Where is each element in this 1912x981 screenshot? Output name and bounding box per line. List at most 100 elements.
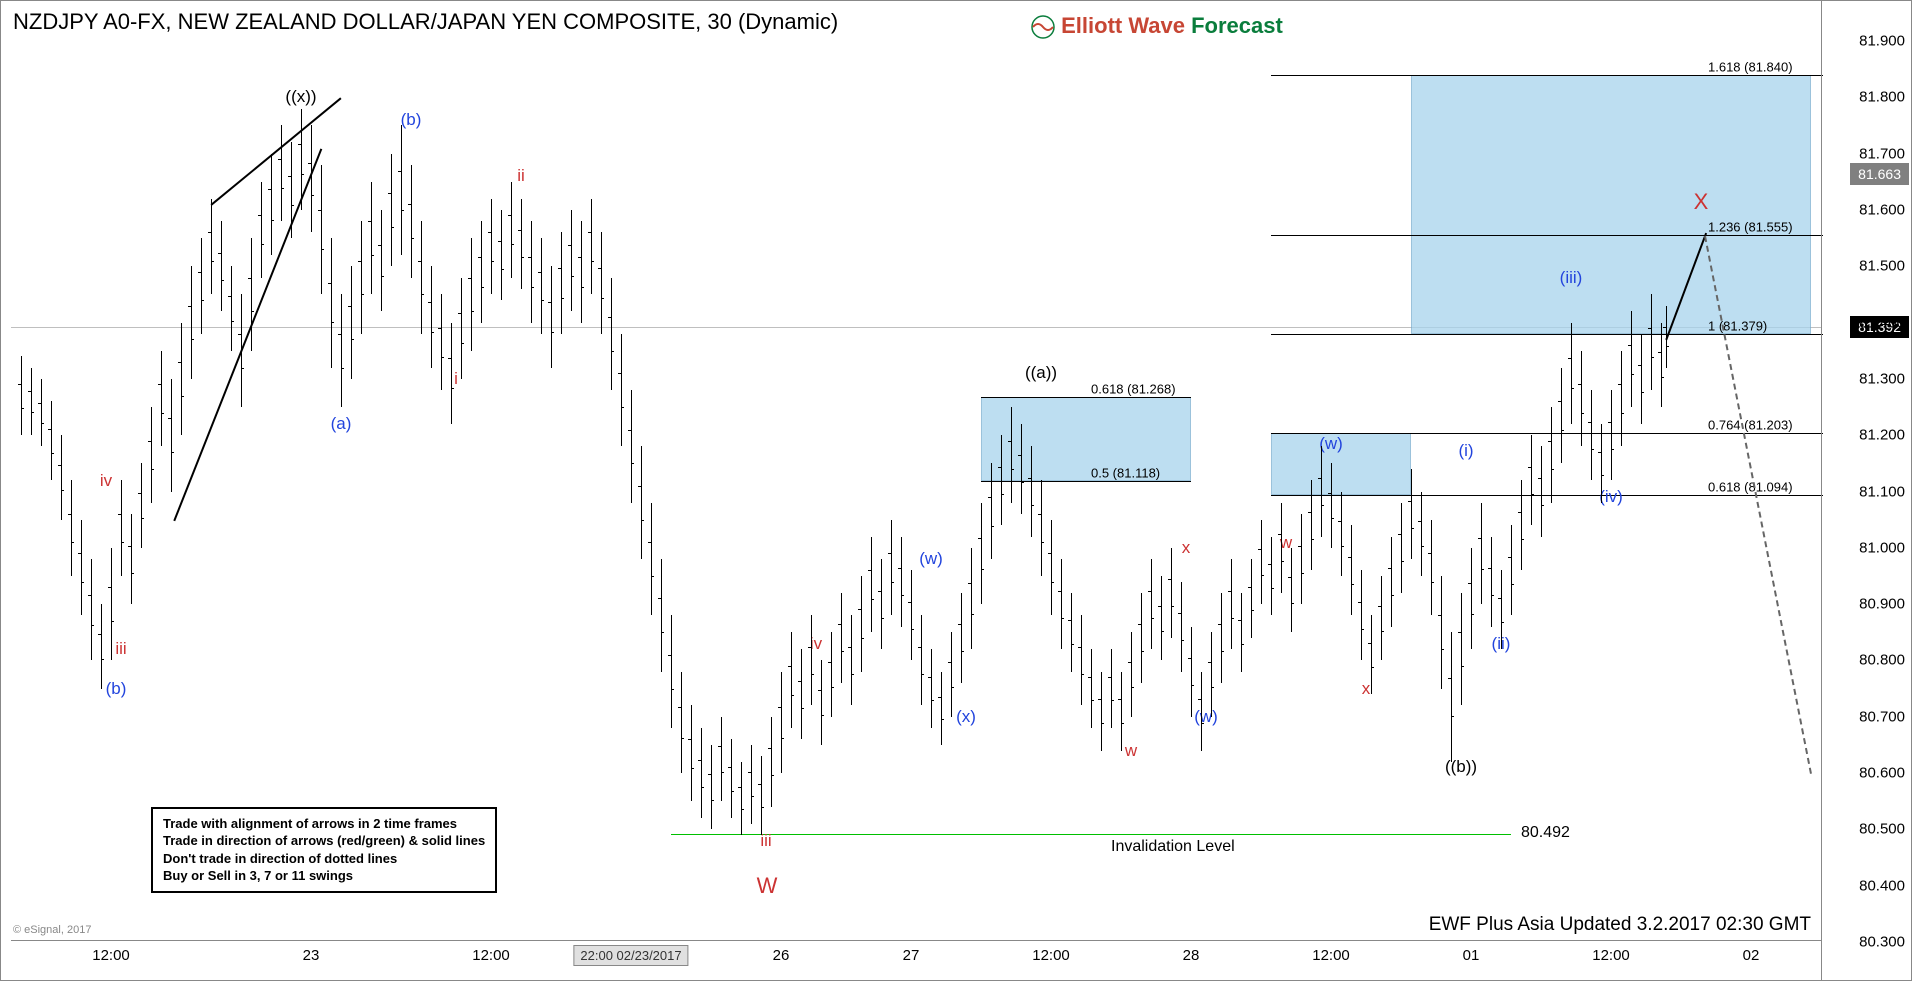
y-tick: 81.000 [1859, 539, 1905, 556]
price-bar [631, 390, 632, 503]
price-bar [1591, 390, 1592, 480]
price-bar [381, 210, 382, 311]
wave-label: w [1125, 741, 1137, 761]
price-bar [911, 570, 912, 660]
price-bar [621, 334, 622, 447]
price-bar [151, 407, 152, 503]
price-bar [241, 294, 242, 407]
price-bar [991, 463, 992, 559]
info-line: Trade in direction of arrows (red/green)… [163, 832, 485, 850]
y-tick: 80.800 [1859, 652, 1905, 669]
price-bar [1481, 503, 1482, 604]
price-bar [1311, 480, 1312, 570]
price-bar [1011, 407, 1012, 503]
price-bar [671, 615, 672, 728]
price-bar [181, 323, 182, 436]
chart-area[interactable]: 81.66381.3920.618 (81.268)0.5 (81.118)1.… [11, 41, 1821, 940]
price-bar [281, 125, 282, 221]
price-bar [491, 199, 492, 295]
price-bar [111, 548, 112, 661]
price-bar [1251, 559, 1252, 638]
price-bar [901, 537, 902, 627]
price-bar [1221, 593, 1222, 683]
fib-label: 0.618 (81.268) [1091, 381, 1176, 396]
x-tick: 12:00 [92, 947, 130, 964]
price-bar [231, 266, 232, 350]
price-bar [941, 672, 942, 745]
price-bar [101, 604, 102, 688]
price-bar [271, 154, 272, 255]
price-bar [1241, 593, 1242, 672]
price-bar [301, 109, 302, 210]
price-bar [761, 756, 762, 835]
y-tick: 81.300 [1859, 370, 1905, 387]
wave-label: (x) [956, 707, 976, 727]
x-tick: 12:00 [1592, 947, 1630, 964]
wave-label: (b) [106, 679, 127, 699]
price-bar [401, 125, 402, 255]
info-line: Don't trade in direction of dotted lines [163, 850, 485, 868]
chart-title: NZDJPY A0-FX, NEW ZEALAND DOLLAR/JAPAN Y… [13, 9, 838, 35]
price-bar [551, 266, 552, 367]
wave-label: W [757, 873, 778, 899]
price-bar [161, 351, 162, 447]
price-bar [341, 294, 342, 407]
price-bar [1531, 435, 1532, 525]
price-bar [1571, 323, 1572, 424]
price-bar [1441, 576, 1442, 689]
price-bar [441, 294, 442, 390]
x-tick: 12:00 [1312, 947, 1350, 964]
chart-container: NZDJPY A0-FX, NEW ZEALAND DOLLAR/JAPAN Y… [0, 0, 1912, 981]
price-bar [1581, 351, 1582, 447]
price-bar [831, 632, 832, 716]
price-bar [71, 480, 72, 576]
price-bar [971, 548, 972, 649]
price-bar [321, 165, 322, 295]
price-bar [951, 632, 952, 716]
price-bar [1401, 503, 1402, 593]
y-tick: 80.400 [1859, 877, 1905, 894]
price-bar [21, 356, 22, 435]
price-bar [531, 221, 532, 322]
wave-label: x [1362, 679, 1371, 699]
y-tick: 81.200 [1859, 427, 1905, 444]
price-bar [1161, 576, 1162, 660]
price-bar [361, 221, 362, 334]
price-bar [131, 514, 132, 604]
logo-text-1: Elliott Wave [1061, 13, 1185, 38]
price-bar [1551, 407, 1552, 503]
fib-label: 1.236 (81.555) [1708, 220, 1793, 235]
price-bar [681, 672, 682, 773]
x-tick: 12:00 [1032, 947, 1070, 964]
price-bar [981, 503, 982, 604]
x-tick: 12:00 [472, 947, 510, 964]
wave-label: i [454, 369, 458, 389]
price-bar [291, 142, 292, 238]
price-bar [51, 401, 52, 480]
price-bar [1381, 576, 1382, 660]
y-tick: 80.600 [1859, 765, 1905, 782]
y-tick: 81.900 [1859, 33, 1905, 50]
price-bar [1271, 537, 1272, 616]
price-bar [1491, 537, 1492, 627]
price-bar [1661, 323, 1662, 407]
price-bar [1461, 593, 1462, 706]
invalidation-text: Invalidation Level [1111, 838, 1235, 856]
price-bar [891, 520, 892, 616]
price-bar [1541, 446, 1542, 536]
price-bar [1181, 582, 1182, 672]
price-bar [1061, 559, 1062, 649]
price-bar [171, 379, 172, 492]
fib-label: 1.618 (81.840) [1708, 59, 1793, 74]
price-bar [1666, 306, 1667, 368]
price-bar [801, 649, 802, 739]
y-tick: 80.700 [1859, 708, 1905, 725]
price-bar [821, 660, 822, 744]
price-bar [1261, 520, 1262, 604]
price-bar [1021, 424, 1022, 514]
price-bar [1001, 435, 1002, 525]
price-bar [351, 266, 352, 379]
wave-label: X [1694, 189, 1709, 215]
price-bar [1651, 294, 1652, 390]
price-bar [731, 739, 732, 818]
